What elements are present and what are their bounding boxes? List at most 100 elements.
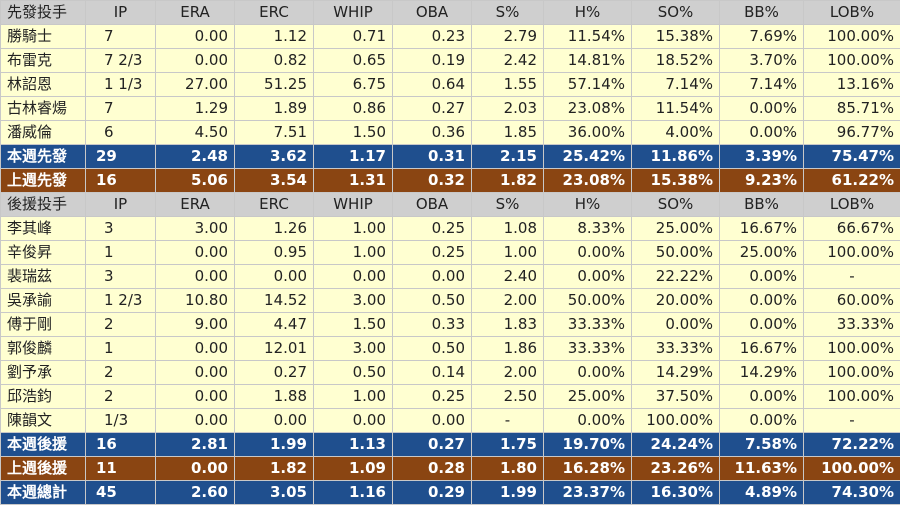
pitcher-name: 上週後援 (1, 457, 86, 481)
pitcher-name: 傅于剛 (1, 313, 86, 337)
stat-so-pct: 14.29% (632, 361, 720, 385)
stat-h-pct: 0.00% (544, 409, 632, 433)
stat-so-pct: 11.54% (632, 97, 720, 121)
stat-s-pct: 1.08 (472, 217, 544, 241)
stat-h-pct: 19.70% (544, 433, 632, 457)
stat-era: 0.00 (156, 457, 235, 481)
stat-ip: 1 (86, 241, 156, 265)
stat-h-pct: 57.14% (544, 73, 632, 97)
stat-ip: 7 (86, 25, 156, 49)
stat-oba: 0.28 (393, 457, 472, 481)
stat-so-pct: 33.33% (632, 337, 720, 361)
stat-era: 0.00 (156, 241, 235, 265)
stat-erc: 3.54 (235, 169, 314, 193)
pitcher-name: 勝騎士 (1, 25, 86, 49)
stat-ip: 3 (86, 217, 156, 241)
stat-whip: 0.71 (314, 25, 393, 49)
stat-s-pct: 2.00 (472, 289, 544, 313)
stat-whip: 1.50 (314, 121, 393, 145)
pitcher-name: 上週先發 (1, 169, 86, 193)
stat-whip: 3.00 (314, 337, 393, 361)
column-header: BB% (720, 1, 804, 25)
stat-bb-pct: 0.00% (720, 409, 804, 433)
stat-erc: 4.47 (235, 313, 314, 337)
stat-bb-pct: 7.58% (720, 433, 804, 457)
stat-erc: 14.52 (235, 289, 314, 313)
column-header: WHIP (314, 1, 393, 25)
stat-s-pct: 2.03 (472, 97, 544, 121)
stat-erc: 1.89 (235, 97, 314, 121)
stat-whip: 0.65 (314, 49, 393, 73)
stat-bb-pct: 0.00% (720, 97, 804, 121)
stat-bb-pct: 3.39% (720, 145, 804, 169)
column-header: LOB% (804, 1, 900, 25)
section-title: 後援投手 (1, 193, 86, 217)
stat-so-pct: 23.26% (632, 457, 720, 481)
column-header: SO% (632, 193, 720, 217)
stat-erc: 0.00 (235, 409, 314, 433)
stat-erc: 3.62 (235, 145, 314, 169)
stat-whip: 0.00 (314, 409, 393, 433)
stat-era: 1.29 (156, 97, 235, 121)
stat-so-pct: 7.14% (632, 73, 720, 97)
column-header: ERC (235, 1, 314, 25)
stat-erc: 12.01 (235, 337, 314, 361)
column-header: ERC (235, 193, 314, 217)
stat-h-pct: 14.81% (544, 49, 632, 73)
stat-lob-pct: - (804, 265, 900, 289)
stat-so-pct: 37.50% (632, 385, 720, 409)
stat-ip: 3 (86, 265, 156, 289)
stat-oba: 0.50 (393, 337, 472, 361)
stat-bb-pct: 14.29% (720, 361, 804, 385)
pitcher-name: 潘威倫 (1, 121, 86, 145)
stat-lob-pct: 85.71% (804, 97, 900, 121)
stat-lob-pct: 100.00% (804, 457, 900, 481)
pitcher-name: 劉予承 (1, 361, 86, 385)
stat-erc: 0.95 (235, 241, 314, 265)
stat-oba: 0.36 (393, 121, 472, 145)
stat-bb-pct: 0.00% (720, 313, 804, 337)
stat-h-pct: 23.08% (544, 97, 632, 121)
stat-era: 0.00 (156, 49, 235, 73)
stat-era: 0.00 (156, 337, 235, 361)
stat-bb-pct: 3.70% (720, 49, 804, 73)
stat-era: 0.00 (156, 361, 235, 385)
stat-era: 2.48 (156, 145, 235, 169)
stat-lob-pct: 100.00% (804, 25, 900, 49)
stat-oba: 0.25 (393, 241, 472, 265)
stat-whip: 0.00 (314, 265, 393, 289)
stat-oba: 0.14 (393, 361, 472, 385)
pitcher-name: 郭俊麟 (1, 337, 86, 361)
stat-era: 5.06 (156, 169, 235, 193)
pitcher-name: 本週後援 (1, 433, 86, 457)
stat-lob-pct: - (804, 409, 900, 433)
stat-bb-pct: 9.23% (720, 169, 804, 193)
stat-oba: 0.00 (393, 409, 472, 433)
stat-oba: 0.32 (393, 169, 472, 193)
pitcher-name: 李其峰 (1, 217, 86, 241)
stat-oba: 0.19 (393, 49, 472, 73)
stat-bb-pct: 0.00% (720, 265, 804, 289)
stat-oba: 0.27 (393, 97, 472, 121)
stat-ip: 6 (86, 121, 156, 145)
column-header: OBA (393, 193, 472, 217)
stat-era: 0.00 (156, 409, 235, 433)
stat-h-pct: 16.28% (544, 457, 632, 481)
stat-lob-pct: 13.16% (804, 73, 900, 97)
stat-ip: 2 (86, 313, 156, 337)
stat-so-pct: 20.00% (632, 289, 720, 313)
stat-h-pct: 8.33% (544, 217, 632, 241)
pitcher-name: 林詔恩 (1, 73, 86, 97)
